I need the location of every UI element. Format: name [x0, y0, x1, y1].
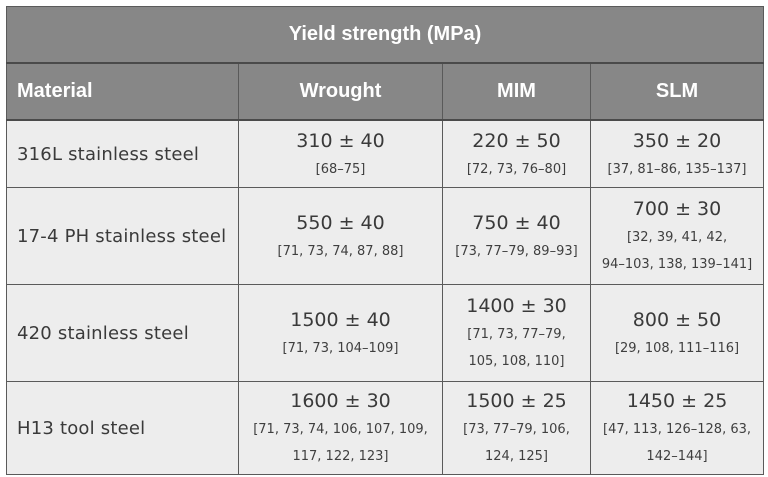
reference-list: [71, 73, 104–109] — [239, 335, 442, 362]
column-header-wrought: Wrought — [238, 62, 443, 121]
material-cell: H13 tool steel — [6, 381, 239, 475]
wrought-cell: 1600 ± 30 [71, 73, 74, 106, 107, 109, 11… — [238, 381, 443, 475]
material-cell: 316L stainless steel — [6, 119, 239, 188]
reference-line: [71, 73, 74, 106, 107, 109, — [253, 422, 428, 437]
reference-line: 142–144] — [646, 449, 708, 464]
reference-list: [71, 73, 77–79, 105, 108, 110] — [443, 321, 590, 375]
reference-line: [71, 73, 74, 87, 88] — [277, 243, 404, 259]
yield-value: 1500 ± 40 — [290, 308, 391, 331]
table-title-row: Yield strength (MPa) — [5, 6, 765, 64]
yield-value: 1600 ± 30 — [290, 390, 391, 412]
table-row: 316L stainless steel 310 ± 40 [68–75] 22… — [6, 119, 765, 188]
column-header-mim: MIM — [442, 62, 591, 121]
reference-list: [37, 81–86, 135–137] — [591, 156, 763, 183]
slm-cell: 700 ± 30 [32, 39, 41, 42, 94–103, 138, 1… — [589, 187, 765, 285]
yield-strength-table-container: Yield strength (MPa) Material Wrought MI… — [5, 6, 765, 475]
mim-cell: 1500 ± 25 [73, 77–79, 106, 124, 125] — [442, 381, 591, 475]
column-header-slm: SLM — [589, 62, 765, 121]
mim-cell: 1400 ± 30 [71, 73, 77–79, 105, 108, 110] — [442, 284, 591, 382]
reference-line: [71, 73, 77–79, — [467, 327, 566, 342]
reference-list: [72, 73, 76–80] — [443, 156, 590, 183]
wrought-cell: 1500 ± 40 [71, 73, 104–109] — [238, 284, 443, 382]
yield-value: 1450 ± 25 — [626, 390, 728, 412]
reference-list: [71, 73, 74, 106, 107, 109, 117, 122, 12… — [239, 416, 442, 470]
slm-cell: 1450 ± 25 [47, 113, 126–128, 63, 142–144… — [589, 381, 765, 475]
reference-line: 105, 108, 110] — [468, 354, 565, 369]
reference-list: [32, 39, 41, 42, 94–103, 138, 139–141] — [591, 224, 763, 278]
yield-value: 310 ± 40 — [296, 129, 385, 152]
reference-line: [68–75] — [315, 161, 366, 177]
table-row: 17-4 PH stainless steel 550 ± 40 [71, 73… — [6, 187, 765, 285]
reference-line: [72, 73, 76–80] — [466, 161, 567, 177]
yield-value: 750 ± 40 — [472, 211, 561, 234]
material-cell: 420 stainless steel — [6, 284, 239, 382]
reference-list: [73, 77–79, 106, 124, 125] — [443, 416, 590, 470]
reference-list: [68–75] — [239, 156, 442, 183]
material-cell: 17-4 PH stainless steel — [6, 187, 239, 285]
table-row: 420 stainless steel 1500 ± 40 [71, 73, 1… — [6, 284, 765, 382]
column-header-row: Material Wrought MIM SLM — [6, 62, 765, 121]
column-header-material: Material — [6, 62, 239, 121]
mim-cell: 220 ± 50 [72, 73, 76–80] — [442, 119, 591, 188]
reference-list: [47, 113, 126–128, 63, 142–144] — [591, 416, 763, 470]
yield-value: 220 ± 50 — [472, 129, 561, 152]
reference-line: [47, 113, 126–128, 63, — [603, 422, 752, 437]
reference-line: 124, 125] — [485, 449, 548, 464]
yield-strength-table: Yield strength (MPa) Material Wrought MI… — [5, 6, 765, 475]
reference-line: [32, 39, 41, 42, — [626, 230, 728, 245]
reference-line: [29, 108, 111–116] — [614, 340, 740, 356]
mim-cell: 750 ± 40 [73, 77–79, 89–93] — [442, 187, 591, 285]
yield-value: 1400 ± 30 — [466, 295, 567, 317]
reference-line: [73, 77–79, 89–93] — [455, 243, 578, 259]
reference-line: [71, 73, 104–109] — [282, 340, 399, 356]
yield-value: 800 ± 50 — [632, 308, 722, 331]
table-row: H13 tool steel 1600 ± 30 [71, 73, 74, 10… — [6, 381, 765, 475]
reference-list: [71, 73, 74, 87, 88] — [239, 238, 442, 265]
wrought-cell: 310 ± 40 [68–75] — [238, 119, 443, 188]
slm-cell: 350 ± 20 [37, 81–86, 135–137] — [589, 119, 765, 188]
reference-line: 117, 122, 123] — [292, 449, 389, 464]
wrought-cell: 550 ± 40 [71, 73, 74, 87, 88] — [238, 187, 443, 285]
reference-list: [73, 77–79, 89–93] — [443, 238, 590, 265]
yield-value: 700 ± 30 — [632, 198, 722, 220]
yield-value: 350 ± 20 — [632, 129, 722, 152]
slm-cell: 800 ± 50 [29, 108, 111–116] — [589, 284, 765, 382]
table-title: Yield strength (MPa) — [5, 6, 765, 64]
yield-value: 550 ± 40 — [296, 211, 385, 234]
reference-list: [29, 108, 111–116] — [591, 335, 763, 362]
reference-line: [73, 77–79, 106, — [463, 422, 570, 437]
reference-line: 94–103, 138, 139–141] — [601, 257, 753, 272]
reference-line: [37, 81–86, 135–137] — [607, 161, 747, 177]
yield-value: 1500 ± 25 — [466, 390, 567, 412]
